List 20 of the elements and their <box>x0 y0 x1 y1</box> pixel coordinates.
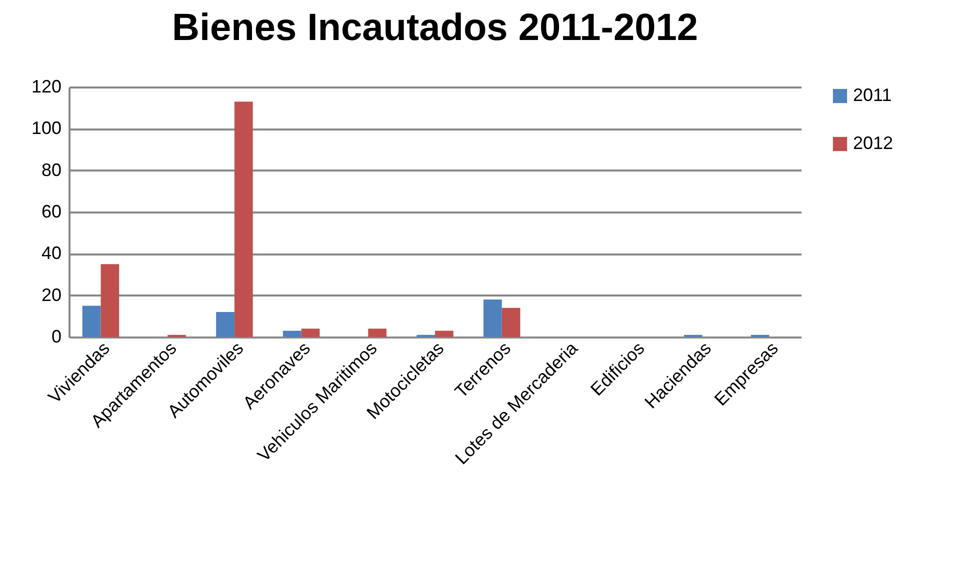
y-tick-label: 120 <box>31 76 62 96</box>
bar <box>502 308 520 337</box>
y-tick-label: 40 <box>41 243 62 264</box>
bar <box>435 330 454 337</box>
legend-label: 2011 <box>853 85 892 105</box>
bar <box>82 306 101 337</box>
chart-title: Bienes Incautados 2011-2012 <box>172 7 698 49</box>
bar <box>282 330 302 337</box>
y-tick-label: 20 <box>41 284 62 305</box>
bar <box>234 102 253 337</box>
y-tick-label: 100 <box>31 118 62 138</box>
y-tick-label: 60 <box>41 202 62 222</box>
y-tick-label: 0 <box>51 326 62 346</box>
y-tick-label: 80 <box>41 160 62 180</box>
bar <box>301 328 320 337</box>
bar <box>216 312 234 337</box>
bar <box>368 328 387 337</box>
bar <box>100 264 120 337</box>
legend-label: 2012 <box>853 133 894 153</box>
bar <box>483 300 502 337</box>
